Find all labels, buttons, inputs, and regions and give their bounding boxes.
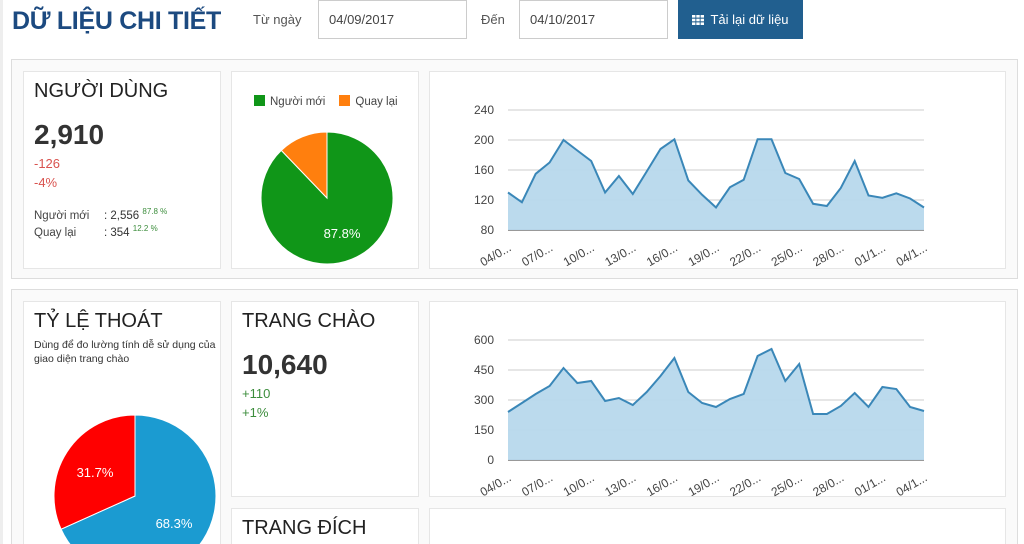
users-pie-chart[interactable]: 87.8% (232, 72, 420, 270)
svg-text:80: 80 (481, 223, 495, 237)
pie-slice-stay[interactable] (60, 414, 217, 544)
landing-chart-card (429, 508, 1006, 544)
returning-users-label: Quay lại (34, 226, 77, 239)
pie-label-new: 87.8% (324, 226, 361, 241)
new-users-label: Người mới (34, 209, 90, 222)
landing-card: TRANG ĐÍCH (231, 508, 419, 544)
bounce-card: TỶ LỆ THOÁT Dùng để đo lường tính dễ sử … (23, 301, 221, 544)
returning-users-row: Quay lại : 354 12.2 % (34, 224, 158, 239)
area-fill (508, 139, 924, 230)
svg-text:25/0...: 25/0... (769, 470, 805, 498)
users-pie-card: Người mới Quay lại 87.8% (231, 71, 419, 269)
pie-slice-bounce[interactable] (53, 414, 136, 530)
svg-text:04/0...: 04/0... (478, 470, 514, 498)
welcome-title: TRANG CHÀO (242, 310, 376, 332)
legend-returning-users[interactable]: Quay lại (339, 95, 398, 108)
users-summary-card: NGƯỜI DÙNG 2,910 -126 -4% Người mới : 2,5… (23, 71, 221, 269)
legend-new-users[interactable]: Người mới (254, 95, 325, 108)
svg-text:450: 450 (474, 363, 494, 377)
from-date-input[interactable] (318, 0, 467, 39)
svg-text:300: 300 (474, 393, 494, 407)
users-total: 2,910 (34, 119, 105, 150)
svg-text:28/0...: 28/0... (810, 470, 846, 498)
svg-text:22/0...: 22/0... (727, 240, 763, 269)
landing-title: TRANG ĐÍCH (242, 517, 367, 539)
users-section: NGƯỜI DÙNG 2,910 -126 -4% Người mới : 2,5… (11, 59, 1018, 279)
svg-text:120: 120 (474, 193, 494, 207)
svg-text:13/0...: 13/0... (602, 470, 638, 498)
pie-legend: Người mới Quay lại (254, 95, 398, 108)
svg-text:200: 200 (474, 133, 494, 147)
svg-text:22/0...: 22/0... (727, 470, 763, 498)
svg-text:0: 0 (487, 453, 494, 467)
header: DỮ LIỆU CHI TIẾT Từ ngày Đến Tải lại dữ … (0, 0, 1024, 50)
svg-text:13/0...: 13/0... (602, 240, 638, 269)
svg-text:25/0...: 25/0... (769, 240, 805, 269)
welcome-delta-pct: +1% (242, 405, 269, 420)
svg-text:150: 150 (474, 423, 494, 437)
pie-label-bounce: 31.7% (77, 465, 114, 480)
welcome-card: TRANG CHÀO 10,640 +110 +1% (231, 301, 419, 497)
svg-text:04/1...: 04/1... (894, 470, 930, 498)
pie-slice-returning[interactable] (280, 131, 328, 200)
svg-text:16/0...: 16/0... (644, 240, 680, 269)
returning-users-value: : 354 (104, 226, 130, 239)
svg-text:01/1...: 01/1... (852, 240, 888, 269)
bounce-section: TỶ LỆ THOÁT Dùng để đo lường tính dễ sử … (11, 289, 1018, 544)
reload-data-button[interactable]: Tải lại dữ liệu (678, 0, 803, 39)
users-delta-pct: -4% (34, 175, 58, 190)
to-date-input[interactable] (519, 0, 668, 39)
pie-slice-new[interactable] (260, 131, 394, 265)
svg-text:240: 240 (474, 103, 494, 117)
page-title: DỮ LIỆU CHI TIẾT (12, 7, 221, 35)
svg-text:28/0...: 28/0... (810, 240, 846, 269)
left-scroll-edge (0, 0, 3, 544)
svg-text:07/0...: 07/0... (519, 470, 555, 498)
returning-users-pct: 12.2 % (132, 224, 158, 233)
users-area-chart-card: 80 120 160 200 240 04/0... 07/0... 10/0... 13/0.… (429, 71, 1006, 269)
welcome-delta-abs: +110 (242, 386, 271, 401)
users-title: NGƯỜI DÙNG (34, 80, 169, 102)
svg-text:160: 160 (474, 163, 494, 177)
svg-text:10/0...: 10/0... (561, 470, 597, 498)
new-users-row: Người mới : 2,556 87.8 % (34, 207, 167, 222)
svg-text:07/0...: 07/0... (519, 240, 555, 269)
to-date-label: Đến (481, 12, 505, 27)
from-date-label: Từ ngày (253, 12, 302, 27)
area-line (507, 137, 925, 210)
area-line (507, 347, 925, 415)
svg-text:04/0...: 04/0... (478, 240, 514, 269)
users-area-chart[interactable]: 80 120 160 200 240 04/0... 07/0... 10/0... 13/0.… (430, 72, 1007, 270)
new-users-pct: 87.8 % (142, 207, 168, 216)
bounce-title: TỶ LỆ THOÁT (34, 310, 163, 332)
grid-icon (692, 14, 705, 25)
bounce-description: Dùng để đo lường tính dễ sử dụng của gia… (34, 339, 216, 365)
svg-text:16/0...: 16/0... (644, 470, 680, 498)
pie-label-stay: 68.3% (156, 516, 193, 531)
svg-text:04/1...: 04/1... (894, 240, 930, 269)
svg-text:01/1...: 01/1... (852, 470, 888, 498)
users-delta-abs: -126 (34, 156, 61, 171)
svg-text:19/0...: 19/0... (686, 240, 722, 269)
svg-text:19/0...: 19/0... (686, 470, 722, 498)
svg-text:600: 600 (474, 333, 494, 347)
svg-text:10/0...: 10/0... (561, 240, 597, 269)
welcome-area-chart[interactable]: 0 150 300 450 600 04/0... 07/0... 10/0... 13/0..… (430, 302, 1007, 498)
bounce-pie-chart[interactable]: 31.7% 68.3% (24, 302, 222, 544)
welcome-total: 10,640 (242, 349, 328, 380)
welcome-area-chart-card: 0 150 300 450 600 04/0... 07/0... 10/0... 13/0..… (429, 301, 1007, 498)
new-users-value: : 2,556 (104, 209, 140, 222)
area-fill (508, 349, 924, 460)
reload-label: Tải lại dữ liệu (710, 12, 789, 27)
